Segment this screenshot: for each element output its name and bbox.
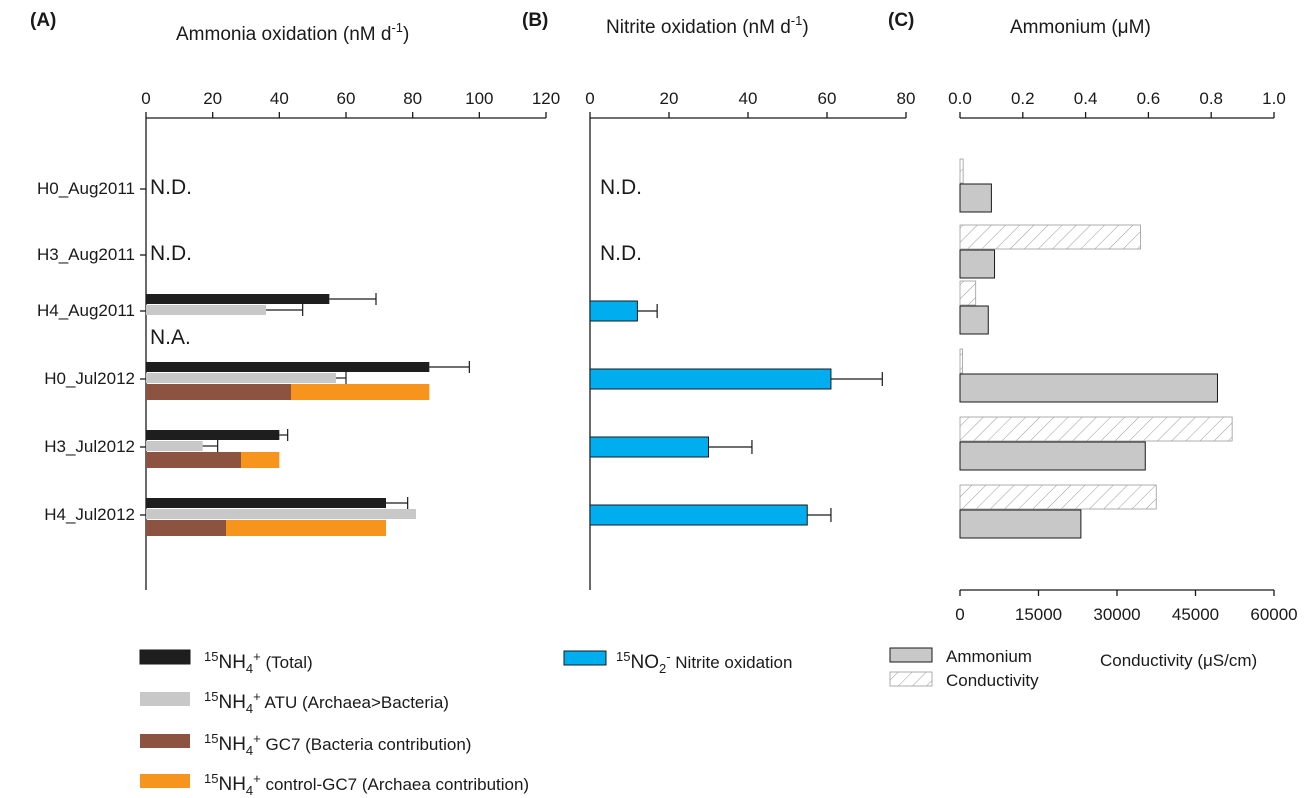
legend-swatch-atu — [140, 692, 190, 706]
legend-c: Ammonium Conductivity Conductivity (μS/c… — [889, 647, 1257, 690]
panel-c-bar-conductivity — [959, 484, 1157, 510]
panel-c-bar-conductivity — [959, 158, 964, 184]
panel-b-letter: (B) — [522, 10, 548, 31]
panel-c-bottom-tick-label: 45000 — [1172, 605, 1219, 624]
panel-b-plot: 0 20 40 60 80 N.D. N.D. — [585, 89, 915, 590]
panel-a-tick-label: 40 — [270, 89, 289, 108]
legend-label-conductivity: Conductivity — [946, 671, 1039, 690]
panel-a-note: N.D. — [150, 176, 192, 199]
legend-a: 15NH4+ (Total) 15NH4+ ATU (Archaea>Bacte… — [139, 649, 529, 798]
legend-label-control-gc7: 15NH4+ control-GC7 (Archaea contribution… — [204, 771, 529, 798]
legend-swatch-conductivity — [889, 671, 933, 687]
panel-b-tick-label: 0 — [585, 89, 594, 108]
panel-a-title: Ammonia oxidation (nM d-1) — [176, 20, 409, 45]
panel-b-bar — [589, 504, 808, 526]
panel-c-bottom-tick-label: 60000 — [1250, 605, 1297, 624]
panel-a-note: N.D. — [150, 242, 192, 265]
panel-a-bar-control-gc7 — [291, 384, 430, 400]
panel-a-bar — [146, 294, 330, 304]
panel-b-tick-label: 40 — [739, 89, 758, 108]
panel-a-tick-label: 120 — [532, 89, 560, 108]
legend-label-ammonium: Ammonium — [946, 647, 1032, 666]
panel-c-bottom-tick-label: 30000 — [1093, 605, 1140, 624]
panel-c-top-tick-label: 0.2 — [1011, 89, 1035, 108]
legend-label-gc7: 15NH4+ GC7 (Bacteria contribution) — [204, 731, 471, 758]
panel-a-tick-label: 100 — [465, 89, 493, 108]
category-label: H0_Aug2011 — [37, 179, 135, 198]
panel-c-bar-ammonium — [959, 305, 989, 335]
panel-a-bar — [146, 498, 386, 508]
panel-b-tick-label: 20 — [660, 89, 679, 108]
panel-a-bar — [146, 509, 416, 519]
panel-c-bar-ammonium — [959, 249, 996, 279]
panel-c-bar-conductivity — [959, 280, 977, 306]
panel-b-bar — [589, 368, 832, 390]
panel-a-bar-control-gc7 — [226, 520, 386, 536]
panel-c-top-tick-label: 0.0 — [948, 89, 972, 108]
panel-b-bar — [589, 300, 638, 322]
category-label: H4_Aug2011 — [37, 301, 135, 320]
panel-a-bar — [146, 430, 280, 440]
panel-a-bar-gc7 — [146, 520, 226, 536]
panel-a-bar — [146, 305, 266, 315]
panel-a-bar — [146, 441, 203, 451]
legend-label-atu: 15NH4+ ATU (Archaea>Bacteria) — [204, 689, 449, 716]
panel-a-tick-label: 0 — [141, 89, 150, 108]
legend-label-nitrite: 15NO2- Nitrite oxidation — [616, 649, 792, 676]
legend-swatch-total — [139, 649, 191, 665]
panel-c-bar-ammonium — [959, 183, 992, 213]
panel-c-top-tick-label: 0.8 — [1199, 89, 1223, 108]
panel-c-top-tick-label: 0.4 — [1074, 89, 1098, 108]
panel-b-note: N.D. — [600, 176, 642, 199]
panel-c-bar-ammonium — [959, 373, 1218, 403]
panel-c-title: Ammonium (μM) — [1010, 17, 1151, 38]
panel-c-top-tick-label: 1.0 — [1262, 89, 1286, 108]
category-label: H3_Aug2011 — [37, 245, 135, 264]
legend-swatch-gc7 — [140, 734, 190, 748]
panel-a-bar-control-gc7 — [241, 452, 280, 468]
panel-b-tick-label: 60 — [818, 89, 837, 108]
panel-b-tick-label: 80 — [897, 89, 916, 108]
panel-c-bar-ammonium — [959, 509, 1082, 539]
category-label: H4_Jul2012 — [44, 505, 135, 524]
panel-b-note: N.D. — [600, 242, 642, 265]
legend-swatch-nitrite — [563, 650, 607, 666]
panel-b-bar — [589, 436, 709, 458]
panel-a-bar — [146, 362, 430, 372]
panel-a-note: N.A. — [150, 326, 191, 349]
panel-c-bar-conductivity — [959, 224, 1141, 250]
panel-a-bar-gc7 — [146, 452, 241, 468]
panel-a-bar-gc7 — [146, 384, 291, 400]
category-label: H0_Jul2012 — [44, 369, 135, 388]
conductivity-axis-label: Conductivity (μS/cm) — [1100, 651, 1257, 670]
panel-a-tick-label: 20 — [203, 89, 222, 108]
panel-c-bar-conductivity — [959, 416, 1233, 442]
legend-swatch-ammonium — [889, 647, 933, 663]
legend-b: 15NO2- Nitrite oxidation — [563, 649, 792, 676]
category-labels: H0_Aug2011 H3_Aug2011 H4_Aug2011 H0_Jul2012… — [37, 179, 146, 524]
category-label: H3_Jul2012 — [44, 437, 135, 456]
panel-c-bottom-tick-label: 0 — [955, 605, 964, 624]
panel-c-plot: 0.0 0.2 0.4 0.6 0.8 1.0 0 15000 30000 45000 60000 — [948, 89, 1297, 624]
panel-b-title: Nitrite oxidation (nM d-1) — [606, 13, 809, 38]
panel-a-bar — [146, 373, 336, 383]
panel-c-top-tick-label: 0.6 — [1137, 89, 1161, 108]
panel-c-bar-conductivity — [959, 348, 964, 374]
panel-c-letter: (C) — [888, 10, 914, 31]
panel-a-letter: (A) — [30, 10, 56, 31]
panel-a-tick-label: 60 — [337, 89, 356, 108]
panel-c-bar-ammonium — [959, 441, 1146, 471]
panel-c-bottom-tick-label: 15000 — [1015, 605, 1062, 624]
panel-a-plot: 0 20 40 60 80 100 120 N.D. N.D. N.A. — [141, 89, 560, 590]
panel-a-tick-label: 80 — [403, 89, 422, 108]
legend-label-total: 15NH4+ (Total) — [204, 649, 313, 676]
legend-swatch-control-gc7 — [140, 774, 190, 788]
